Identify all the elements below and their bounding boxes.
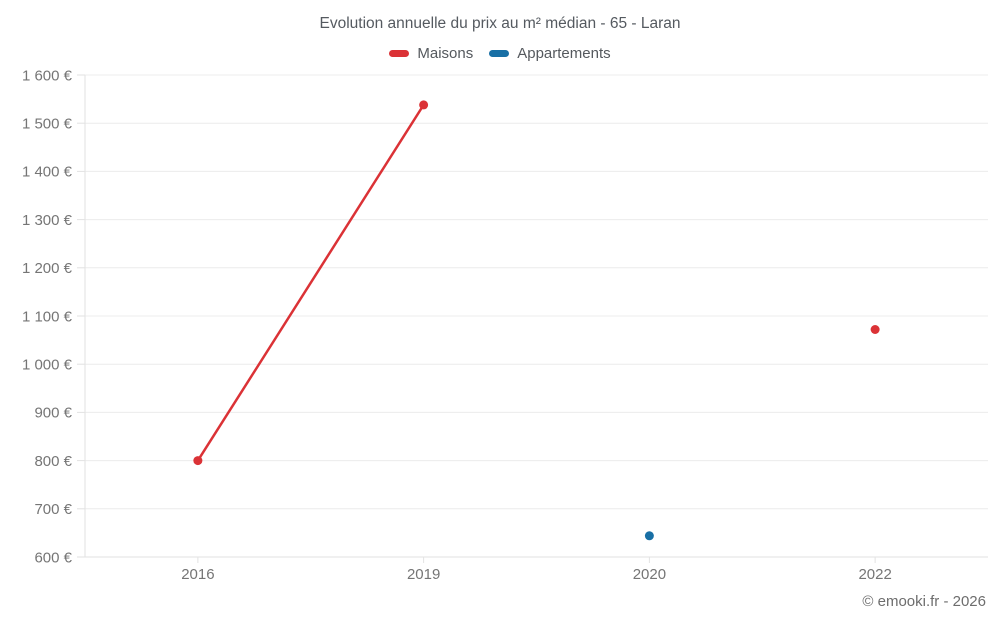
copyright-text: © emooki.fr - 2026 xyxy=(862,593,986,610)
legend-item-maisons[interactable]: Maisons xyxy=(389,45,473,62)
y-tick-label: 1 100 € xyxy=(22,308,73,325)
data-point-maisons[interactable] xyxy=(870,324,880,334)
series-line-maisons xyxy=(196,103,425,462)
y-tick-label: 600 € xyxy=(34,549,72,566)
y-tick-label: 900 € xyxy=(34,405,72,422)
x-tick-label: 2019 xyxy=(407,566,440,583)
x-tick-label: 2022 xyxy=(858,566,891,583)
legend-label-maisons: Maisons xyxy=(417,45,474,62)
legend-label-appartements: Appartements xyxy=(517,45,611,62)
y-tick-label: 1 600 € xyxy=(22,67,73,84)
y-tick-label: 1 500 € xyxy=(22,115,73,132)
y-tick-label: 800 € xyxy=(34,453,72,470)
maisons-swatch-icon xyxy=(389,50,410,57)
legend-item-appartements[interactable]: Appartements xyxy=(489,45,611,62)
chart-legend: Maisons Appartements xyxy=(0,45,1000,62)
data-point-appartements[interactable] xyxy=(644,531,654,541)
x-tick-label: 2020 xyxy=(633,566,666,583)
y-tick-label: 1 400 € xyxy=(22,164,73,181)
y-tick-label: 1 200 € xyxy=(22,260,73,277)
chart-title: Evolution annuelle du prix au m² médian … xyxy=(319,15,681,32)
y-tick-label: 1 300 € xyxy=(22,212,73,229)
y-tick-label: 1 000 € xyxy=(22,356,73,373)
data-point-maisons[interactable] xyxy=(193,456,203,466)
data-point-maisons[interactable] xyxy=(419,100,429,110)
appartements-swatch-icon xyxy=(489,50,510,57)
y-tick-label: 700 € xyxy=(34,501,72,518)
x-tick-label: 2016 xyxy=(181,566,214,583)
